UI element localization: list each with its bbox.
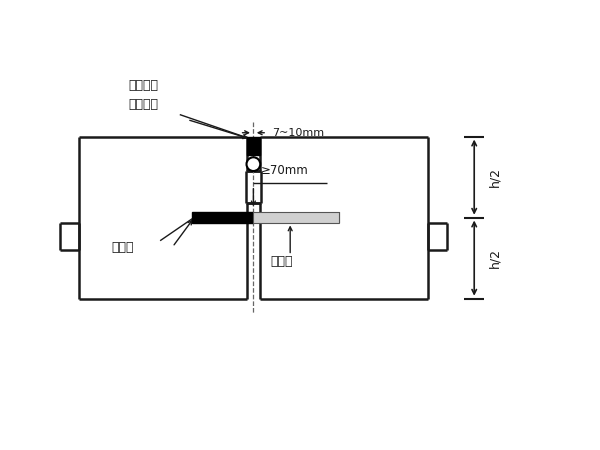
Text: h/2: h/2 <box>488 248 501 268</box>
Bar <box>247 137 260 155</box>
Text: 7~10mm: 7~10mm <box>272 128 324 138</box>
Circle shape <box>247 158 260 171</box>
Bar <box>192 212 253 223</box>
Text: 灌填缝料: 灌填缝料 <box>128 79 158 92</box>
Bar <box>253 212 339 223</box>
Text: h/2: h/2 <box>488 167 501 187</box>
Text: ≥70mm: ≥70mm <box>261 164 308 177</box>
Text: 涂沥青: 涂沥青 <box>111 241 134 254</box>
Text: 传力杆: 传力杆 <box>271 255 293 268</box>
Text: 背衬履条: 背衬履条 <box>128 98 158 111</box>
